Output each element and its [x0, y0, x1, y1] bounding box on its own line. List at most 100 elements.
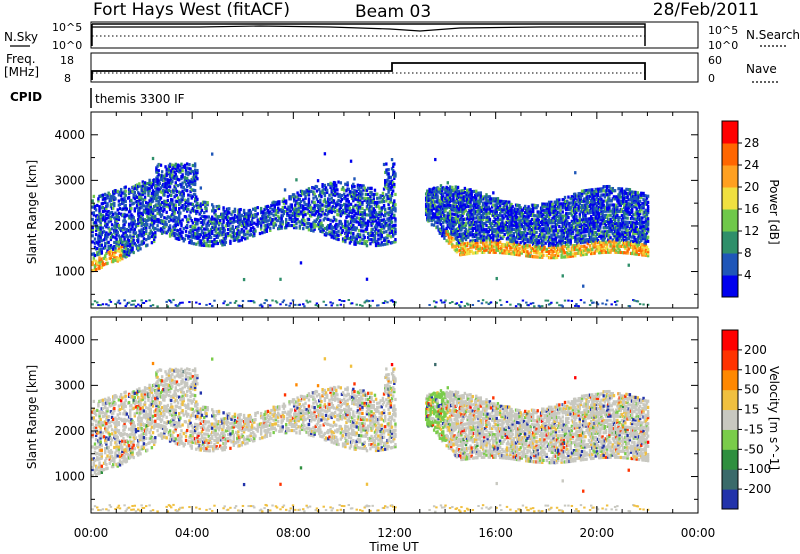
power-cell	[477, 199, 480, 203]
power-cell	[306, 207, 310, 211]
power-cell	[181, 181, 184, 185]
power-cell	[200, 214, 204, 219]
power-cell	[97, 304, 100, 307]
power-cell	[218, 221, 222, 225]
power-cell	[537, 239, 541, 243]
power-cell	[531, 302, 535, 305]
power-cell	[299, 210, 303, 214]
power-cell	[555, 301, 559, 304]
power-cell	[168, 216, 172, 220]
power-cell	[336, 200, 339, 204]
power-cell	[310, 228, 313, 232]
power-cell	[313, 225, 316, 229]
power-cell	[328, 201, 331, 206]
power-cell	[432, 217, 436, 221]
power-cell	[562, 249, 566, 253]
power-cell	[467, 204, 470, 209]
power-cell	[228, 223, 231, 227]
power-cell	[151, 156, 155, 161]
power-cell	[215, 240, 218, 244]
power-cell	[578, 202, 582, 206]
power-cell	[175, 175, 179, 179]
power-cell	[533, 248, 536, 253]
power-cell	[516, 226, 519, 230]
power-cell	[393, 176, 396, 180]
power-cell	[287, 221, 290, 226]
power-cell	[150, 185, 154, 189]
power-cell	[344, 197, 347, 201]
power-cell	[233, 213, 237, 218]
power-cell	[332, 236, 336, 240]
power-cell	[511, 237, 514, 242]
power-cell	[176, 210, 180, 214]
power-cell	[266, 219, 270, 223]
power-cell	[387, 233, 390, 237]
power-cell	[115, 233, 118, 237]
power-cell	[261, 305, 264, 308]
power-cell	[183, 165, 187, 169]
power-cell	[545, 210, 549, 215]
power-cell	[195, 195, 198, 199]
power-cell	[196, 177, 199, 181]
power-cell	[131, 245, 134, 249]
power-cell	[277, 218, 280, 223]
power-cell	[327, 232, 330, 236]
power-cell	[394, 207, 397, 211]
power-cell	[131, 243, 134, 247]
power-cell	[345, 215, 348, 220]
power-cell	[463, 246, 467, 250]
power-cell	[196, 197, 199, 201]
power-cell	[485, 248, 488, 252]
power-cell	[369, 197, 372, 201]
power-cell	[390, 220, 394, 224]
power-cell	[534, 247, 537, 251]
power-cell	[338, 221, 341, 226]
power-cell	[96, 214, 99, 218]
power-cell	[302, 198, 305, 202]
power-cell	[424, 206, 428, 210]
power-cell	[165, 300, 168, 303]
power-cell	[163, 216, 166, 220]
power-cell	[480, 222, 484, 226]
power-cell	[354, 191, 357, 195]
power-cell	[341, 208, 345, 212]
power-cell	[164, 181, 167, 185]
power-cell	[305, 190, 308, 194]
power-cell	[116, 301, 119, 304]
power-cell	[231, 216, 234, 220]
power-cell	[379, 194, 382, 198]
power-cell	[114, 246, 117, 250]
power-cell	[110, 227, 114, 231]
power-cell	[217, 231, 221, 235]
power-cell	[468, 219, 471, 223]
power-cell	[258, 231, 262, 236]
power-cell	[182, 194, 185, 198]
power-cell	[563, 299, 567, 302]
power-cell	[164, 165, 167, 169]
power-cell	[185, 189, 189, 193]
power-cell	[340, 193, 344, 198]
power-cell	[390, 206, 394, 210]
power-cell	[183, 202, 187, 206]
power-cell	[150, 220, 154, 224]
power-cell	[323, 216, 327, 220]
power-cell	[304, 196, 307, 200]
power-cell	[529, 246, 533, 250]
power-cell	[521, 239, 525, 243]
power-cell	[110, 210, 114, 215]
power-cell	[181, 301, 184, 304]
power-cell	[199, 226, 203, 231]
power-cell	[509, 231, 512, 235]
power-cell	[215, 205, 218, 209]
power-cell	[240, 238, 244, 242]
power-cell	[508, 251, 511, 256]
power-cell	[394, 231, 397, 236]
power-cell	[552, 241, 555, 245]
power-cell	[346, 197, 349, 201]
power-cell	[149, 304, 152, 307]
power-cell	[571, 203, 575, 207]
power-cell	[154, 233, 157, 237]
power-cell	[116, 230, 119, 235]
power-cell	[160, 213, 164, 217]
power-cell	[455, 250, 459, 254]
